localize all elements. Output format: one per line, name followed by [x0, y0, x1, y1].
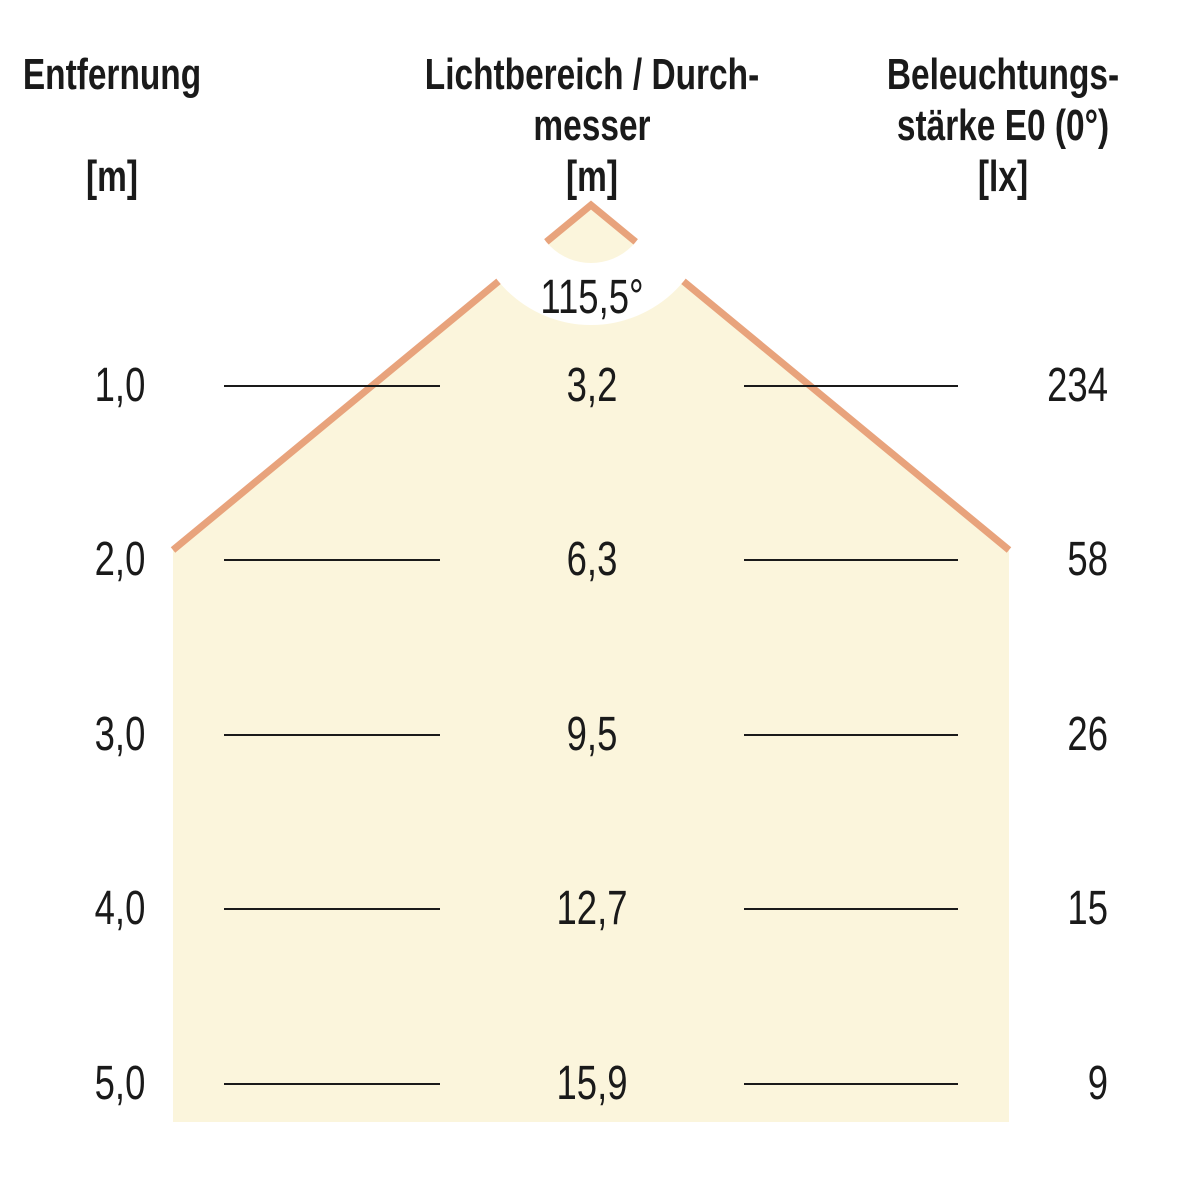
header-distance-title: Entfernung: [22, 50, 202, 99]
tick-line-right: [744, 1083, 958, 1085]
row-illuminance-value: 9: [1087, 1057, 1108, 1110]
row-distance-label: 2,0: [94, 533, 146, 586]
header-diameter-title2: messer: [533, 101, 651, 150]
cone-fill-shape: [173, 205, 1009, 1122]
row-distance-label: 1,0: [94, 359, 146, 412]
tick-line-left: [224, 734, 440, 736]
row-diameter-value: 6,3: [566, 533, 618, 586]
cone-edge-stroke: [170, 200, 1012, 553]
tick-line-left: [224, 385, 440, 387]
header-illuminance-title: Beleuchtungs-: [886, 50, 1120, 99]
row-illuminance-value: 58: [1067, 533, 1108, 586]
header-illuminance-unit: [lx]: [977, 152, 1029, 201]
beam-angle-label: 115,5°: [540, 271, 644, 324]
tick-line-right: [744, 908, 958, 910]
tick-line-left: [224, 1083, 440, 1085]
tick-line-right: [744, 734, 958, 736]
tick-line-left: [224, 559, 440, 561]
row-illuminance-value: 15: [1067, 882, 1108, 935]
header-distance-unit: [m]: [85, 152, 139, 201]
row-distance-label: 3,0: [94, 708, 146, 761]
header-illuminance-title2: stärke E0 (0°): [896, 101, 1110, 150]
row-diameter-value: 15,9: [556, 1057, 628, 1110]
tick-line-right: [744, 385, 958, 387]
header-diameter-unit: [m]: [565, 152, 619, 201]
tick-line-left: [224, 908, 440, 910]
beam-angle-gap-arc: [471, 205, 711, 325]
row-illuminance-value: 26: [1067, 708, 1108, 761]
row-illuminance-value: 234: [1047, 359, 1108, 412]
tick-line-right: [744, 559, 958, 561]
row-diameter-value: 9,5: [566, 708, 618, 761]
row-diameter-value: 3,2: [566, 359, 618, 412]
row-diameter-value: 12,7: [556, 882, 628, 935]
header-diameter-title: Lichtbereich / Durch-: [424, 50, 760, 99]
row-distance-label: 4,0: [94, 882, 146, 935]
row-distance-label: 5,0: [94, 1057, 146, 1110]
